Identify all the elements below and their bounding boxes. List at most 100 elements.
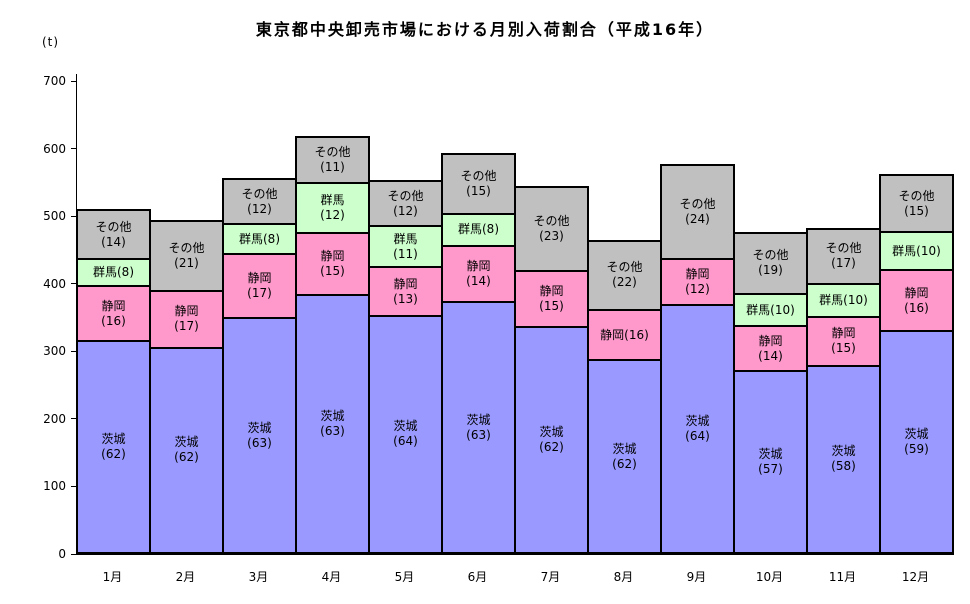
segment-label-群馬: 群馬(10): [746, 302, 795, 317]
bar-segment-2月-静岡: 静岡 (17): [149, 289, 224, 349]
y-tick-label-300: 300: [43, 344, 66, 359]
segment-label-茨城: 茨城 (59): [904, 426, 929, 456]
segment-label-静岡: 静岡 (16): [904, 285, 929, 315]
bar-segment-11月-茨城: 茨城 (58): [806, 364, 881, 554]
bar-segment-4月-その他: その他 (11): [295, 136, 370, 184]
bar-segment-5月-茨城: 茨城 (64): [368, 314, 443, 554]
segment-label-静岡: 静岡 (15): [831, 326, 856, 356]
segment-label-静岡: 静岡 (12): [685, 267, 710, 297]
segment-label-茨城: 茨城 (63): [247, 420, 272, 450]
y-tick-mark: [71, 148, 76, 150]
x-axis-label-10月: 10月: [755, 570, 784, 584]
bar-segment-11月-群馬: 群馬(10): [806, 283, 881, 318]
segment-label-その他: その他 (15): [898, 188, 935, 218]
bar-segment-1月-静岡: 静岡 (16): [76, 285, 151, 343]
segment-label-群馬: 群馬(8): [93, 264, 134, 279]
bar-segment-9月-その他: その他 (24): [660, 164, 735, 260]
segment-label-その他: その他 (19): [752, 248, 789, 278]
segment-label-その他: その他 (12): [241, 186, 278, 216]
bar-segment-7月-静岡: 静岡 (15): [514, 270, 589, 328]
bar-segment-10月-静岡: 静岡 (14): [733, 325, 808, 373]
x-axis-label-12月: 12月: [901, 570, 930, 584]
bar-segment-6月-その他: その他 (15): [441, 152, 516, 215]
y-axis-unit-label: (t): [42, 35, 60, 49]
bar-segment-5月-群馬: 群馬 (11): [368, 225, 443, 269]
x-axis-label-1月: 1月: [102, 570, 123, 584]
segment-label-その他: その他 (14): [95, 219, 132, 249]
bar-segment-8月-静岡: 静岡(16): [587, 308, 662, 362]
bar-segment-4月-茨城: 茨城 (63): [295, 293, 370, 554]
bar-segment-12月-静岡: 静岡 (16): [879, 269, 954, 332]
segment-label-静岡: 静岡 (15): [320, 248, 345, 278]
segment-label-静岡: 静岡 (17): [174, 304, 199, 334]
x-axis-label-2月: 2月: [175, 570, 196, 584]
bar-segment-6月-茨城: 茨城 (63): [441, 301, 516, 554]
bar-segment-2月-その他: その他 (21): [149, 219, 224, 292]
y-tick-label-200: 200: [43, 411, 66, 426]
bar-segment-3月-茨城: 茨城 (63): [222, 317, 297, 554]
y-tick-label-0: 0: [58, 547, 66, 561]
y-tick-label-400: 400: [43, 276, 66, 291]
bar-segment-7月-茨城: 茨城 (62): [514, 325, 589, 554]
y-tick-mark: [71, 215, 76, 217]
bar-segment-12月-茨城: 茨城 (59): [879, 329, 954, 554]
x-axis-label-5月: 5月: [394, 570, 415, 584]
segment-label-茨城: 茨城 (58): [831, 444, 856, 474]
segment-label-茨城: 茨城 (62): [101, 432, 126, 462]
segment-label-群馬: 群馬 (12): [320, 192, 345, 222]
segment-label-その他: その他 (17): [825, 241, 862, 271]
x-axis-label-6月: 6月: [467, 570, 488, 584]
bar-segment-4月-静岡: 静岡 (15): [295, 231, 370, 296]
segment-label-静岡: 静岡 (14): [466, 259, 491, 289]
bar-segment-9月-茨城: 茨城 (64): [660, 304, 735, 554]
bar-segment-1月-群馬: 群馬(8): [76, 257, 151, 288]
segment-label-群馬: 群馬(8): [458, 222, 499, 237]
bar-segment-2月-茨城: 茨城 (62): [149, 346, 224, 554]
bar-segment-12月-その他: その他 (15): [879, 174, 954, 234]
segment-label-茨城: 茨城 (57): [758, 447, 783, 477]
y-tick-label-100: 100: [43, 479, 66, 494]
x-axis-line: [76, 554, 954, 555]
bar-segment-11月-静岡: 静岡 (15): [806, 315, 881, 367]
bar-segment-8月-茨城: 茨城 (62): [587, 359, 662, 554]
bar-segment-1月-茨城: 茨城 (62): [76, 340, 151, 554]
segment-label-茨城: 茨城 (63): [466, 412, 491, 442]
y-tick-mark: [71, 553, 76, 555]
segment-label-静岡: 静岡 (16): [101, 298, 126, 328]
segment-label-群馬: 群馬(8): [239, 231, 280, 246]
y-tick-mark: [71, 80, 76, 82]
bar-segment-11月-その他: その他 (17): [806, 227, 881, 286]
bar-segment-6月-群馬: 群馬(8): [441, 212, 516, 247]
y-tick-mark: [71, 283, 76, 285]
segment-label-その他: その他 (12): [387, 188, 424, 218]
segment-label-茨城: 茨城 (64): [393, 419, 418, 449]
y-tick-mark: [71, 485, 76, 487]
segment-label-静岡: 静岡 (15): [539, 284, 564, 314]
bar-segment-6月-静岡: 静岡 (14): [441, 244, 516, 304]
bar-segment-3月-静岡: 静岡 (17): [222, 253, 297, 320]
x-axis-label-7月: 7月: [540, 570, 561, 584]
segment-label-群馬: 群馬(10): [892, 243, 941, 258]
bar-segment-10月-群馬: 群馬(10): [733, 292, 808, 328]
segment-label-静岡: 静岡 (13): [393, 276, 418, 306]
segment-label-茨城: 茨城 (62): [174, 435, 199, 465]
bar-segment-7月-その他: その他 (23): [514, 185, 589, 273]
segment-label-その他: その他 (22): [606, 260, 643, 290]
bar-segment-10月-茨城: 茨城 (57): [733, 370, 808, 554]
x-axis-label-8月: 8月: [613, 570, 634, 584]
segment-label-その他: その他 (11): [314, 145, 351, 175]
segment-label-茨城: 茨城 (62): [539, 424, 564, 454]
segment-label-その他: その他 (23): [533, 214, 570, 244]
bar-segment-12月-群馬: 群馬(10): [879, 231, 954, 272]
segment-label-その他: その他 (21): [168, 240, 205, 270]
bar-segment-3月-群馬: 群馬(8): [222, 223, 297, 256]
bar-segment-3月-その他: その他 (12): [222, 178, 297, 226]
bar-segment-1月-その他: その他 (14): [76, 209, 151, 260]
y-tick-label-600: 600: [43, 141, 66, 156]
bar-segment-8月-その他: その他 (22): [587, 239, 662, 311]
segment-label-群馬: 群馬 (11): [393, 231, 418, 261]
x-axis-label-11月: 11月: [828, 570, 857, 584]
chart-title: 東京都中央卸売市場における月別入荷割合（平成16年）: [255, 20, 715, 39]
segment-label-静岡: 静岡 (14): [758, 333, 783, 363]
y-tick-mark: [71, 350, 76, 352]
